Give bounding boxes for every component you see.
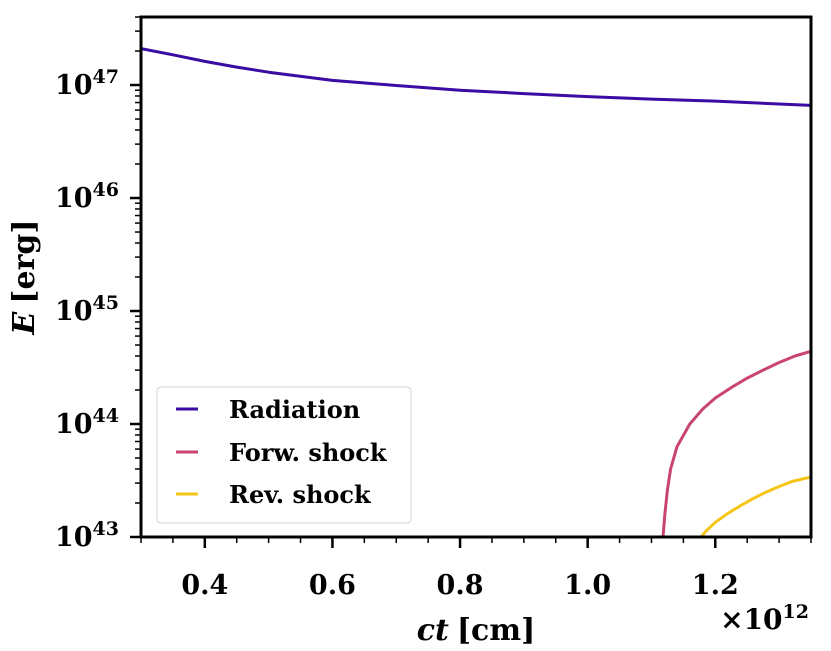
x-tick-label: 0.6 [309, 570, 356, 601]
y-tick-label: 1047 [55, 66, 119, 101]
plot-frame [139, 15, 813, 539]
x-ticks: 0.4 0.6 0.8 1.0 1.2 [140, 537, 812, 601]
y-tick-label: 1045 [55, 292, 119, 327]
x-tick-label: 0.8 [437, 570, 484, 601]
x-tick-label: 1.0 [564, 570, 611, 601]
series-line-forw-shock [661, 349, 811, 537]
y-ticks: 1043 1044 1045 1046 1047 [55, 16, 141, 553]
y-axis-label: E [erg] [7, 219, 42, 335]
legend-label-reverse-shock: Rev. shock [229, 480, 372, 509]
x-scale-exponent: 12 [783, 601, 809, 623]
legend: Radiation Forw. shock Rev. shock [156, 386, 412, 524]
plot-lines [141, 47, 811, 537]
x-axis-label: ct [cm] [417, 613, 536, 648]
x-axis-scale-factor: ×1012 [720, 601, 809, 636]
x-tick-label: 1.2 [692, 570, 739, 601]
x-scale-base: ×10 [720, 603, 782, 636]
x-axis-label-var: ct [417, 613, 449, 648]
y-tick-label: 1044 [55, 405, 119, 440]
y-axis-label-unit: [erg] [7, 219, 42, 303]
x-tick-label: 0.4 [181, 570, 228, 601]
x-axis-label-unit: [cm] [457, 613, 535, 648]
y-tick-label: 1046 [55, 179, 119, 214]
y-axis-label-var: E [7, 311, 42, 336]
y-tick-label: 1043 [55, 518, 119, 553]
legend-label-forward-shock: Forw. shock [229, 438, 388, 467]
legend-box [156, 386, 412, 524]
series-line-rev-shock [700, 475, 811, 537]
series-line-radiation [141, 47, 811, 107]
legend-label-radiation: Radiation [229, 395, 360, 424]
